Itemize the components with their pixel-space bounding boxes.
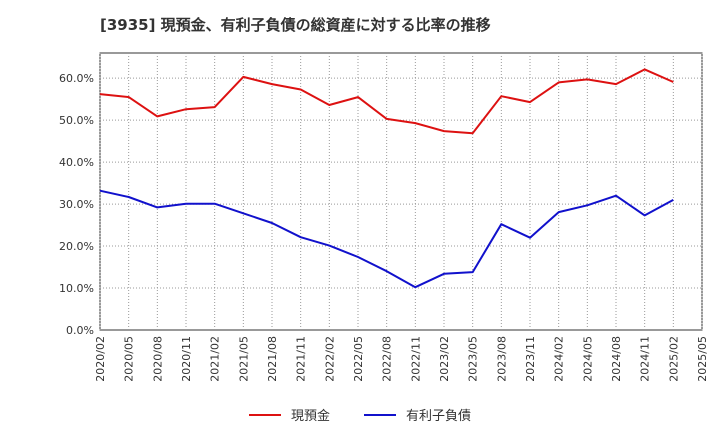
y-tick-label: 40.0% [59,156,94,169]
x-tick-label: 2021/05 [237,336,250,382]
x-tick-label: 2024/08 [610,336,623,382]
line-chart: 0.0% 10.0% 20.0% 30.0% 40.0% 50.0% 60.0% 2020/… [59,52,709,382]
x-tick-label: 2023/11 [524,336,537,382]
legend-item-cash: 現預金 [248,405,330,424]
x-tick-label: 2023/08 [495,336,508,382]
x-tick-label: 2022/11 [409,336,422,382]
x-tick-label: 2022/08 [381,336,394,382]
x-tick-label: 2021/02 [209,336,222,382]
legend-item-debt: 有利子負債 [364,405,471,424]
series-line-cash [99,68,674,135]
x-tick-label: 2023/05 [467,336,480,382]
x-tick-label: 2020/02 [94,336,107,382]
legend-label-debt: 有利子負債 [406,409,472,424]
y-tick-label: 30.0% [59,198,94,211]
x-tick-label: 2024/02 [553,336,566,382]
y-tick-label: 20.0% [59,240,94,253]
y-tick-label: 50.0% [59,114,94,127]
grid-lines [99,53,703,330]
x-tick-label: 2021/11 [295,336,308,382]
y-tick-label: 60.0% [59,72,94,85]
legend-swatch-debt [364,413,396,416]
x-tick-label: 2020/08 [151,336,164,382]
y-tick-label: 10.0% [59,282,94,295]
legend-label-cash: 現預金 [290,409,330,424]
x-tick-label: 2020/05 [123,336,136,382]
y-axis-ticks: 0.0% 10.0% 20.0% 30.0% 40.0% 50.0% 60.0% [59,72,94,337]
chart-title: [3935] 現預金、有利子負債の総資産に対する比率の推移 [100,16,491,34]
x-tick-label: 2021/08 [266,336,279,382]
x-tick-label: 2025/02 [667,336,680,382]
x-tick-label: 2024/11 [639,336,652,382]
x-axis-ticks: 2020/02 2020/05 2020/08 2020/11 2021/02 2021/… [94,336,709,382]
y-tick-label: 0.0% [66,324,94,337]
x-tick-label: 2025/05 [696,336,709,382]
series-line-debt [99,189,674,289]
series-lines [99,68,674,289]
legend: 現預金 有利子負債 [0,405,720,424]
x-tick-label: 2020/11 [180,336,193,382]
legend-swatch-cash [248,413,281,416]
x-tick-label: 2024/05 [581,336,594,382]
x-tick-label: 2022/05 [352,336,365,382]
x-tick-label: 2022/02 [323,336,336,382]
x-tick-label: 2023/02 [438,336,451,382]
